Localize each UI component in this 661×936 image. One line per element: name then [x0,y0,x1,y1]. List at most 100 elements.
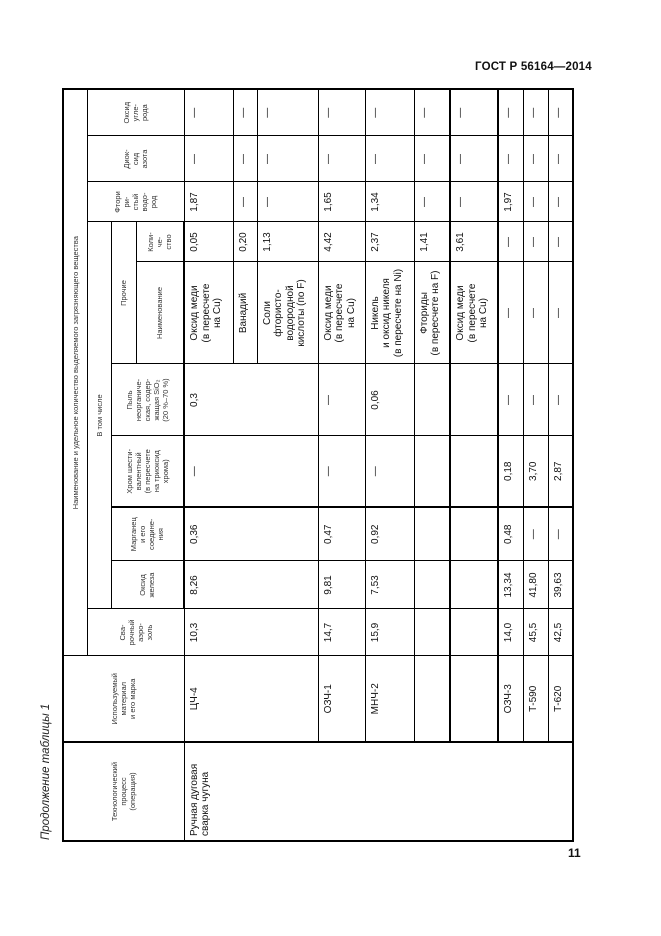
cell-chromium: 2,87 [548,436,573,507]
cell-other-name: Оксид меди (в пересчете на Cu) [450,262,498,364]
cell-hf: 1,65 [318,182,365,222]
cell-iron-oxide: 9,81 [318,561,365,609]
cell-chromium: — [184,436,318,507]
cell-chromium [414,436,450,507]
cell-manganese: — [548,507,573,561]
header-dust: Пыль неорганиче- ская, содер- жащая SiO₂… [111,364,184,436]
cell-iron-oxide [414,561,450,609]
cell-hf: 1,34 [365,182,414,222]
cell-no2: — [523,136,548,182]
cell-dust: — [523,364,548,436]
header-other: Прочие [111,222,136,364]
cell-other-qty: 4,42 [318,222,365,262]
cell-other-qty: — [548,222,573,262]
cell-no2: — [498,136,523,182]
cell-hf: — [233,182,257,222]
header-including: В том числе [87,222,111,609]
cell-other-qty: 0,05 [184,222,233,262]
cell-other-qty: 0,20 [233,222,257,262]
table-row: Ручная дуговая сварка чугуна ЦЧ-4 10,3 8,26… [184,88,573,841]
cell-other-name: — [498,262,523,364]
cell-co: — [365,88,414,136]
cell-iron-oxide: 8,26 [184,561,318,609]
cell-dust: 0,3 [184,364,318,436]
table-row: МНЧ-2 15,9 7,53 0,92—0,06 Никель и оксид ник… [365,88,414,841]
cell-hf: — [450,182,498,222]
cell-aerosol: 14,7 [318,609,365,656]
cell-dust: 0,06 [365,364,414,436]
table-row: Т-590 45,5 41,80—3,70— — — — — — [523,88,548,841]
cell-material: ОЗЧ-3 [498,656,523,742]
cell-other-name: Никель и оксид никеля (в пересчете на Ni… [365,262,414,364]
cell-material: ЦЧ-4 [184,656,318,742]
header-row: Технологический процесс (операция) Испол… [63,88,184,841]
cell-co: — [523,88,548,136]
table-row: Фториды (в пересчете на F) 1,41— — — [414,88,450,841]
cell-chromium: — [318,436,365,507]
cell-aerosol: 45,5 [523,609,548,656]
standard-number: ГОСТ Р 56164—2014 [475,61,592,73]
cell-no2: — [257,136,318,182]
cell-co: — [498,88,523,136]
cell-chromium [450,436,498,507]
cell-manganese: 0,47 [318,507,365,561]
cell-co: — [233,88,257,136]
table-row: ОЗЧ-3 14,0 13,34 0,48 0,18— — —1,97— — [498,88,523,841]
cell-iron-oxide: 13,34 [498,561,523,609]
cell-manganese: 0,36 [184,507,318,561]
header-process: Технологический процесс (операция) [63,742,184,841]
cell-hf: — [257,182,318,222]
cell-aerosol [450,609,498,656]
cell-dust: — [548,364,573,436]
cell-other-name: Соли фтористо- водородной кислоты (по F) [257,262,318,364]
cell-no2: — [184,136,233,182]
cell-other-qty: 1,13 [257,222,318,262]
rotated-table-wrapper: Продолжение таблицы 1 Технологический пр… [40,87,574,842]
header-chromium: Хром шести- валентный (в пересчете на тр… [111,436,184,507]
cell-other-qty: 1,41 [414,222,450,262]
cell-aerosol: 10,3 [184,609,318,656]
cell-manganese: 0,92 [365,507,414,561]
cell-other-qty: 2,37 [365,222,414,262]
cell-hf: — [523,182,548,222]
header-aerosol: Сва- рочный аэро- золь [87,609,184,656]
cell-no2: — [233,136,257,182]
cell-dust: — [318,364,365,436]
cell-other-name: Оксид меди (в пересчете на Cu) [184,262,233,364]
header-hf: Фтори ри- стый водо- род [87,182,184,222]
cell-manganese [414,507,450,561]
cell-iron-oxide: 41,80 [523,561,548,609]
cell-other-name: Фториды (в пересчете на F) [414,262,450,364]
cell-material [414,656,450,742]
table-caption: Продолжение таблицы 1 [40,703,52,840]
header-other-qty: Коли- че- ство [136,222,184,262]
cell-other-name: Оксид меди (в пересчете на Cu) [318,262,365,364]
header-manganese: Марганец и его соедине- ния [111,507,184,561]
cell-other-name: Ванадий [233,262,257,364]
cell-other-name: — [523,262,548,364]
page-number: 11 [568,846,581,860]
cell-other-qty: 3,61 [450,222,498,262]
emissions-table: Технологический процесс (операция) Испол… [62,87,574,842]
cell-other-qty: — [498,222,523,262]
cell-iron-oxide: 39,63 [548,561,573,609]
table-row: ОЗЧ-1 14,7 9,81 0,47— — Оксид меди (в пересче… [318,88,365,841]
cell-dust: — [498,364,523,436]
cell-dust [414,364,450,436]
cell-no2: — [365,136,414,182]
table-row: Оксид меди (в пересчете на Cu) 3,61— — — [450,88,498,841]
cell-aerosol: 14,0 [498,609,523,656]
header-co: Оксид угле- рода [87,88,184,136]
cell-co: — [184,88,233,136]
cell-aerosol [414,609,450,656]
cell-co: — [318,88,365,136]
cell-chromium: 3,70 [523,436,548,507]
cell-material: Т-620 [548,656,573,742]
cell-process: Ручная дуговая сварка чугуна [184,742,573,841]
cell-aerosol: 42,5 [548,609,573,656]
cell-dust [450,364,498,436]
cell-co: — [450,88,498,136]
cell-no2: — [318,136,365,182]
cell-hf: 1,87 [184,182,233,222]
cell-co: — [257,88,318,136]
